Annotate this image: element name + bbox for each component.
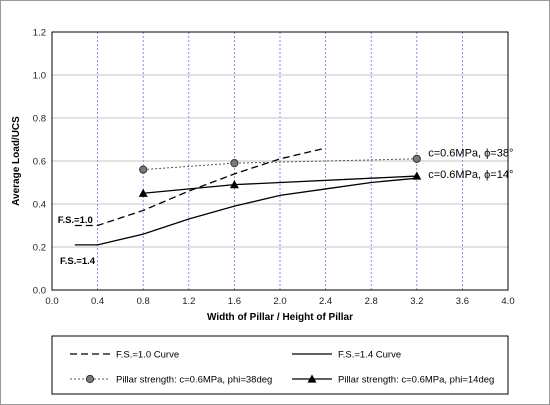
legend-entry-2: F.S.=1.4 Curve	[292, 350, 401, 361]
chart-annotation: c=0.6MPa, ϕ=14°	[428, 169, 513, 181]
x-tick-label: 3.2	[410, 296, 423, 307]
y-tick-label: 1.2	[33, 28, 46, 39]
y-tick-label: 1.0	[33, 71, 46, 82]
x-tick-label: 2.8	[365, 296, 378, 307]
x-tick-label: 0.4	[91, 296, 104, 307]
legend-label: Pillar strength: c=0.6MPa, phi=14deg	[338, 375, 494, 386]
x-tick-label: 0.0	[45, 296, 58, 307]
y-axis-title: Average Load/UCS	[11, 116, 22, 206]
data-point-circle	[139, 165, 148, 174]
y-tick-label: 0.4	[33, 200, 46, 211]
data-point-circle	[230, 159, 239, 168]
data-point-triangle	[229, 180, 239, 189]
legend	[51, 335, 509, 395]
data-point-circle	[85, 374, 95, 384]
x-axis-title: Width of Pillar / Height of Pillar	[207, 312, 353, 323]
y-tick-label: 0.2	[33, 243, 46, 254]
series-line	[74, 147, 326, 227]
series-4	[138, 171, 422, 197]
y-tick-label: 0.8	[33, 114, 46, 125]
legend-entry-1: F.S.=1.0 Curve	[70, 350, 179, 361]
x-tick-label: 2.4	[319, 296, 332, 307]
legend-entry-4: Pillar strength: c=0.6MPa, phi=14deg	[292, 374, 494, 386]
y-tick-label: 0.6	[33, 157, 46, 168]
legend-label: F.S.=1.0 Curve	[116, 350, 179, 361]
x-tick-label: 1.6	[228, 296, 241, 307]
legend-label: F.S.=1.4 Curve	[338, 350, 401, 361]
data-point-circle	[412, 154, 421, 163]
annotations: c=0.6MPa, ϕ=38° c=0.6MPa, ϕ=14° F.S.=1.0 F.…	[58, 147, 514, 267]
series-3	[139, 154, 421, 174]
series-1	[74, 147, 326, 227]
series-layer	[74, 147, 422, 246]
x-tick-label: 0.8	[137, 296, 150, 307]
series-line	[74, 177, 417, 246]
chart-annotation: F.S.=1.0	[58, 215, 93, 226]
series-line	[143, 158, 417, 171]
x-tick-label: 3.6	[456, 296, 469, 307]
grid	[52, 32, 508, 290]
series-2	[74, 177, 417, 246]
plot-area	[51, 31, 509, 291]
x-tick-label: 4.0	[501, 296, 514, 307]
x-tick-label: 1.2	[182, 296, 195, 307]
y-tick-label: 0.0	[33, 286, 46, 297]
data-point-triangle	[138, 188, 148, 197]
legend-label: Pillar strength: c=0.6MPa, phi=38deg	[116, 375, 272, 386]
axis-ticks: 0.0 0.4 0.8 1.2 1.6 2.0 2.4 2.8 3.2 3.6 4.0 0.0 0.2 0…	[33, 28, 515, 308]
chart-annotation: c=0.6MPa, ϕ=38°	[428, 147, 513, 159]
legend-entry-3: Pillar strength: c=0.6MPa, phi=38deg	[70, 375, 272, 386]
chart-annotation: F.S.=1.4	[60, 256, 96, 267]
legend-entries: F.S.=1.0 Curve F.S.=1.4 Curve Pillar stren…	[70, 350, 494, 386]
data-point-triangle	[307, 374, 317, 383]
data-point-triangle	[412, 171, 422, 180]
x-tick-label: 2.0	[273, 296, 286, 307]
